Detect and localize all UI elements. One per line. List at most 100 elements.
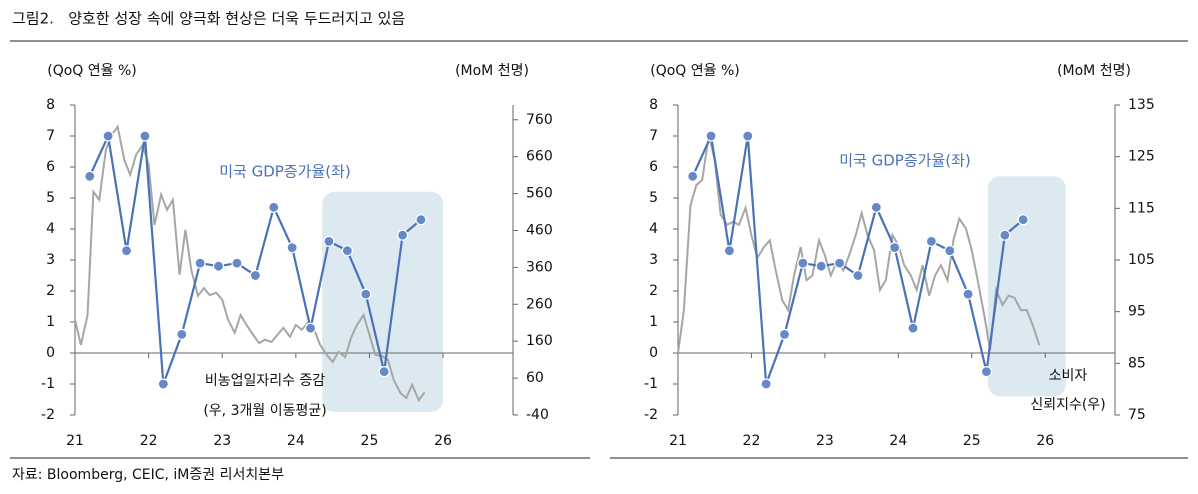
data-point: [778, 328, 791, 340]
figure-title: 그림2. 양호한 성장 속에 양극화 현상은 더욱 두드러지고 있음: [12, 10, 405, 28]
data-point: [396, 229, 409, 241]
series-label: (우, 3개월 이동평균): [203, 403, 326, 419]
data-point: [980, 366, 993, 378]
x-tick-label: 22: [140, 433, 158, 449]
y-axis-title: (QoQ 연율 %): [47, 63, 137, 79]
source-note: 자료: Bloomberg, CEIC, iM증권 리서치본부: [12, 467, 284, 483]
data-point: [833, 257, 846, 269]
series-label: 소비자: [1049, 368, 1088, 384]
data-point: [797, 257, 809, 269]
series-line: [677, 134, 1041, 354]
x-tick-label: 26: [434, 433, 452, 449]
y-tick-label: 1: [649, 314, 658, 330]
y2-tick-label: 125: [1128, 149, 1155, 165]
y2-tick-label: 160: [526, 333, 553, 349]
series-label: 비농업일자리수 증감: [205, 373, 325, 389]
y-tick-label: 5: [649, 190, 658, 206]
data-point: [999, 229, 1011, 241]
data-point: [212, 260, 225, 272]
x-tick-label: 23: [816, 433, 834, 449]
data-point: [415, 214, 427, 226]
data-point: [120, 245, 133, 257]
data-point: [176, 328, 188, 340]
data-point: [760, 378, 772, 390]
data-point: [286, 242, 298, 254]
data-point: [378, 366, 390, 378]
x-tick-label: 23: [213, 433, 231, 449]
y2-tick-label: 135: [1128, 97, 1155, 113]
series-line: [74, 124, 426, 403]
data-point: [323, 235, 335, 247]
data-point: [742, 130, 754, 142]
data-point: [944, 245, 956, 257]
y-tick-label: 5: [46, 190, 55, 206]
y2-tick-label: 560: [526, 186, 553, 202]
data-point: [889, 242, 901, 254]
y-tick-label: 8: [46, 97, 55, 113]
data-point: [139, 130, 151, 142]
y2-tick-label: 660: [526, 149, 553, 165]
data-point: [687, 170, 699, 182]
data-point: [962, 288, 974, 300]
y-tick-label: 3: [46, 252, 55, 268]
data-point: [84, 170, 96, 182]
y-tick-label: -2: [644, 407, 658, 423]
x-tick-label: 21: [669, 433, 687, 449]
y2-axis-title: (MoM 천명): [455, 63, 529, 79]
highlight-region: [322, 191, 444, 412]
data-point: [341, 245, 353, 257]
series-label: 미국 GDP증가율(좌): [219, 163, 351, 181]
y-tick-label: 7: [46, 128, 55, 144]
y2-tick-label: 760: [526, 112, 553, 128]
x-tick-label: 24: [889, 433, 907, 449]
y2-tick-label: 115: [1128, 200, 1155, 216]
y-tick-label: 8: [649, 97, 658, 113]
data-point: [852, 269, 864, 282]
x-tick-label: 25: [361, 433, 379, 449]
y-tick-label: 2: [649, 283, 658, 299]
x-tick-label: 24: [287, 433, 305, 449]
data-point: [231, 257, 243, 269]
y-tick-label: 1: [46, 314, 55, 330]
data-point: [1017, 214, 1029, 226]
highlight-region: [987, 176, 1066, 397]
y-tick-label: 6: [649, 159, 658, 175]
x-tick-label: 22: [743, 433, 761, 449]
y2-tick-label: 260: [526, 296, 553, 312]
y2-tick-label: 105: [1128, 252, 1155, 268]
data-point: [705, 130, 717, 142]
data-point: [249, 269, 261, 282]
y-tick-label: 2: [46, 283, 55, 299]
series-label: 미국 GDP증가율(좌): [839, 152, 971, 170]
data-point: [194, 257, 206, 269]
x-tick-label: 21: [66, 433, 84, 449]
data-point: [268, 201, 280, 213]
y2-tick-label: 460: [526, 222, 553, 238]
y-tick-label: 7: [649, 128, 658, 144]
data-point: [907, 322, 919, 334]
data-point: [304, 322, 317, 334]
y-tick-label: -1: [644, 376, 658, 392]
y-tick-label: -2: [41, 407, 55, 423]
y-tick-label: -1: [41, 376, 55, 392]
data-point: [102, 130, 114, 142]
x-tick-label: 25: [963, 433, 981, 449]
y2-tick-label: 95: [1128, 304, 1146, 320]
series-label: 신뢰지수(우): [1030, 397, 1105, 413]
y-tick-label: 6: [46, 159, 55, 175]
x-tick-label: 26: [1036, 433, 1054, 449]
y-tick-label: 0: [46, 345, 55, 361]
y2-axis-title: (MoM 천명): [1057, 63, 1131, 79]
y2-tick-label: 85: [1128, 355, 1146, 371]
y-tick-label: 3: [649, 252, 658, 268]
data-point: [723, 245, 736, 257]
y-tick-label: 0: [649, 345, 658, 361]
y-tick-label: 4: [649, 221, 658, 237]
data-point: [360, 288, 372, 300]
data-point: [870, 201, 882, 213]
y-tick-label: 4: [46, 221, 55, 237]
y2-tick-label: 360: [526, 259, 553, 275]
y2-tick-label: 75: [1128, 407, 1146, 423]
data-point: [157, 378, 169, 390]
